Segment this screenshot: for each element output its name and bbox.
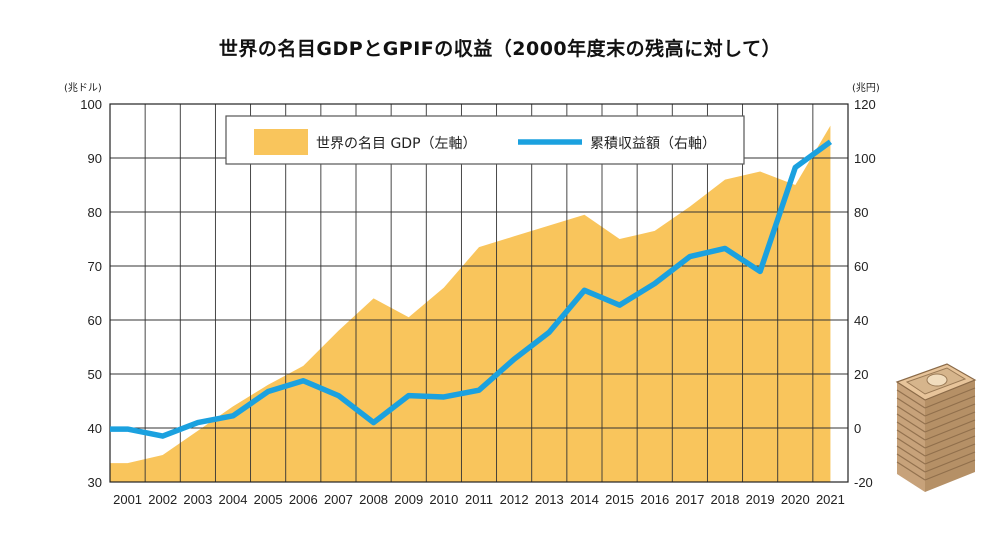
y-left-unit: (兆ドル) xyxy=(64,82,102,94)
legend-box xyxy=(225,115,745,165)
gdp-area xyxy=(110,125,831,482)
y-left-tick-label: 40 xyxy=(88,421,102,436)
gpif-line-layer xyxy=(110,139,833,439)
y-right-tick-label: 40 xyxy=(854,313,868,328)
y-left-tick-label: 80 xyxy=(88,205,102,220)
chart-title: 世界の名目GDPとGPIFの収益（2000年度末の残高に対して） xyxy=(218,38,782,60)
y-right-tick-label: -20 xyxy=(854,475,873,490)
x-tick-label: 2008 xyxy=(359,492,388,507)
axes: 30 40 50 60 70 80 90 100 -20 0 20 40 60 80 100 120 2001 2… xyxy=(64,82,880,507)
x-tick-label: 2014 xyxy=(570,492,599,507)
x-tick-label: 2003 xyxy=(183,492,212,507)
x-tick-label: 2020 xyxy=(781,492,810,507)
y-right-tick-label: 80 xyxy=(854,205,868,220)
y-left-tick-label: 90 xyxy=(88,151,102,166)
x-tick-label: 2007 xyxy=(324,492,353,507)
x-tick-label: 2006 xyxy=(289,492,318,507)
x-tick-label: 2015 xyxy=(605,492,634,507)
y-right-tick-label: 120 xyxy=(854,97,876,112)
x-tick-label: 2001 xyxy=(113,492,142,507)
y-left-tick-label: 70 xyxy=(88,259,102,274)
x-tick-label: 2004 xyxy=(219,492,248,507)
y-right-tick-label: 60 xyxy=(854,259,868,274)
x-tick-label: 2016 xyxy=(640,492,669,507)
x-tick-label: 2017 xyxy=(675,492,704,507)
y-left-tick-label: 100 xyxy=(80,97,102,112)
gdp-area-layer xyxy=(110,125,831,482)
gpif-line xyxy=(110,139,833,439)
x-tick-label: 2012 xyxy=(500,492,529,507)
money-stack-icon xyxy=(895,363,977,492)
plot-frame xyxy=(109,103,849,483)
y-left-tick-label: 60 xyxy=(88,313,102,328)
y-left-tick-label: 50 xyxy=(88,367,102,382)
x-tick-label: 2009 xyxy=(394,492,423,507)
y-left-tick-label: 30 xyxy=(88,475,102,490)
legend-swatch-gdp xyxy=(254,129,308,155)
legend: 世界の名目 GDP（左軸） 累積収益額（右軸） xyxy=(225,115,745,165)
y-right-unit: (兆円) xyxy=(852,82,880,94)
legend-label-gpif: 累積収益額（右軸） xyxy=(590,136,716,152)
x-tick-label: 2013 xyxy=(535,492,564,507)
x-tick-label: 2011 xyxy=(465,492,493,507)
legend-label-gdp: 世界の名目 GDP（左軸） xyxy=(316,136,477,152)
x-tick-label: 2019 xyxy=(746,492,775,507)
x-tick-label: 2005 xyxy=(254,492,283,507)
y-right-tick-label: 100 xyxy=(854,151,876,166)
x-tick-label: 2018 xyxy=(711,492,740,507)
y-right-tick-label: 20 xyxy=(854,367,868,382)
x-tick-label: 2010 xyxy=(429,492,458,507)
x-tick-label: 2002 xyxy=(148,492,177,507)
y-right-tick-label: 0 xyxy=(854,421,861,436)
x-tick-label: 2021 xyxy=(816,492,845,507)
